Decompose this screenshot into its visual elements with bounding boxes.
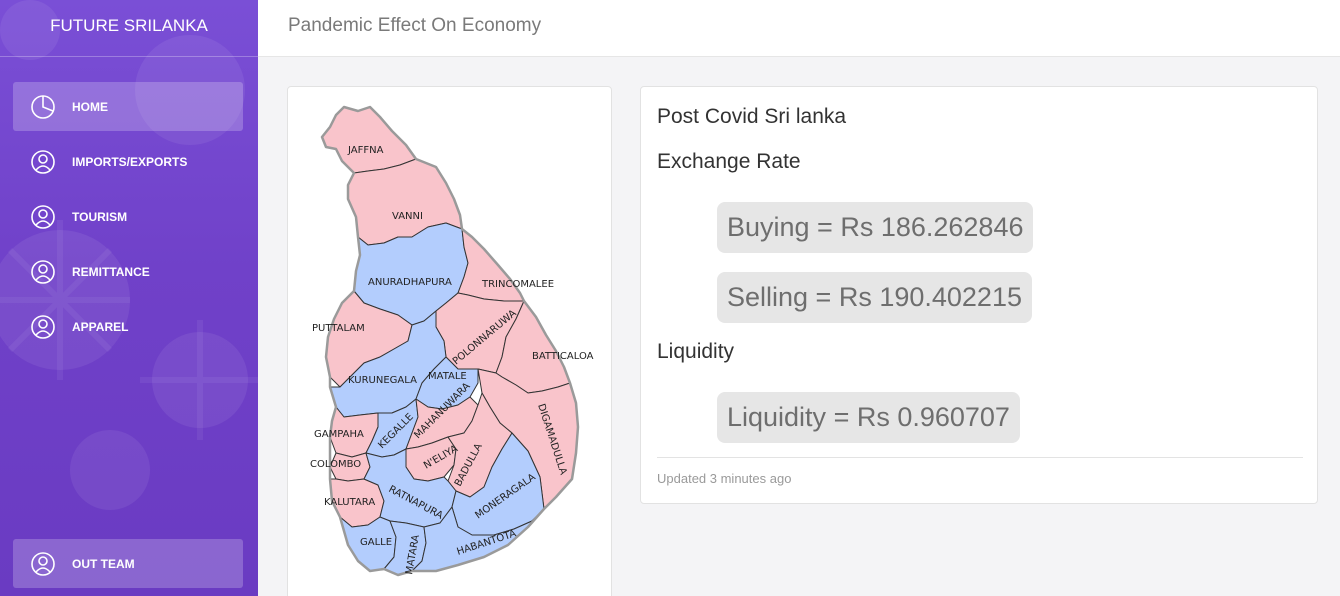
card-divider xyxy=(657,457,1303,458)
economy-info-card: Post Covid Sri lanka Exchange Rate Buyin… xyxy=(640,86,1318,504)
nav-item-remittance[interactable]: REMITTANCE xyxy=(13,247,243,296)
nav-item-label: REMITTANCE xyxy=(72,264,150,279)
page-title: Pandemic Effect On Economy xyxy=(288,15,542,36)
nav-item-label: IMPORTS/EXPORTS xyxy=(72,154,188,169)
label-matale: MATALE xyxy=(428,371,467,382)
liquidity-heading: Liquidity xyxy=(657,340,735,363)
nav-item-tourism[interactable]: TOURISM xyxy=(13,192,243,241)
label-kurunegala: KURUNEGALA xyxy=(348,375,417,386)
nav-item-label: HOME xyxy=(72,99,108,114)
label-colombo: COLOMBO xyxy=(310,459,361,470)
sri-lanka-district-map: JAFFNA VANNI ANURADHAPURA TRINCOMALEE PU… xyxy=(310,105,594,577)
label-gampaha: GAMPAHA xyxy=(314,429,364,440)
user-icon xyxy=(30,204,56,230)
user-icon xyxy=(30,149,56,175)
label-kalutara: KALUTARA xyxy=(324,497,375,508)
card-heading: Post Covid Sri lanka xyxy=(657,105,847,128)
district-trincomalee[interactable] xyxy=(457,228,525,302)
pie-chart-icon xyxy=(30,94,56,120)
label-anuradhapura: ANURADHAPURA xyxy=(368,277,452,288)
map-card: JAFFNA VANNI ANURADHAPURA TRINCOMALEE PU… xyxy=(287,86,612,596)
nav-item-label: APPAREL xyxy=(72,319,129,334)
liquidity-badge: Liquidity = Rs 0.960707 xyxy=(717,392,1020,443)
nav-item-imports-exports[interactable]: IMPORTS/EXPORTS xyxy=(13,137,243,186)
buying-rate-badge: Buying = Rs 186.262846 xyxy=(717,202,1034,253)
label-puttalam: PUTTALAM xyxy=(312,323,365,334)
virus-background-decoration xyxy=(0,0,258,510)
selling-rate-badge: Selling = Rs 190.402215 xyxy=(717,272,1032,323)
updated-timestamp: Updated 3 minutes ago xyxy=(657,471,792,486)
label-vanni: VANNI xyxy=(392,211,423,222)
user-icon xyxy=(30,314,56,340)
exchange-rate-heading: Exchange Rate xyxy=(657,150,801,173)
island-outline xyxy=(320,105,580,577)
nav-item-label: OUT TEAM xyxy=(72,556,135,571)
label-galle: GALLE xyxy=(360,537,392,548)
user-icon xyxy=(30,259,56,285)
sidebar: FUTURE SRILANKA HOME IMPORTS/EXPORTS TOU… xyxy=(0,0,258,596)
nav-item-our-team[interactable]: OUT TEAM xyxy=(13,539,243,588)
brand-title[interactable]: FUTURE SRILANKA xyxy=(0,0,258,57)
top-header: Pandemic Effect On Economy xyxy=(258,0,1340,57)
label-batticaloa: BATTICALOA xyxy=(532,351,594,362)
user-icon xyxy=(30,551,56,577)
label-jaffna: JAFFNA xyxy=(347,145,384,156)
nav-item-apparel[interactable]: APPAREL xyxy=(13,302,243,351)
nav-item-home[interactable]: HOME xyxy=(13,82,243,131)
nav-item-label: TOURISM xyxy=(72,209,128,224)
label-trincomalee: TRINCOMALEE xyxy=(481,279,554,290)
